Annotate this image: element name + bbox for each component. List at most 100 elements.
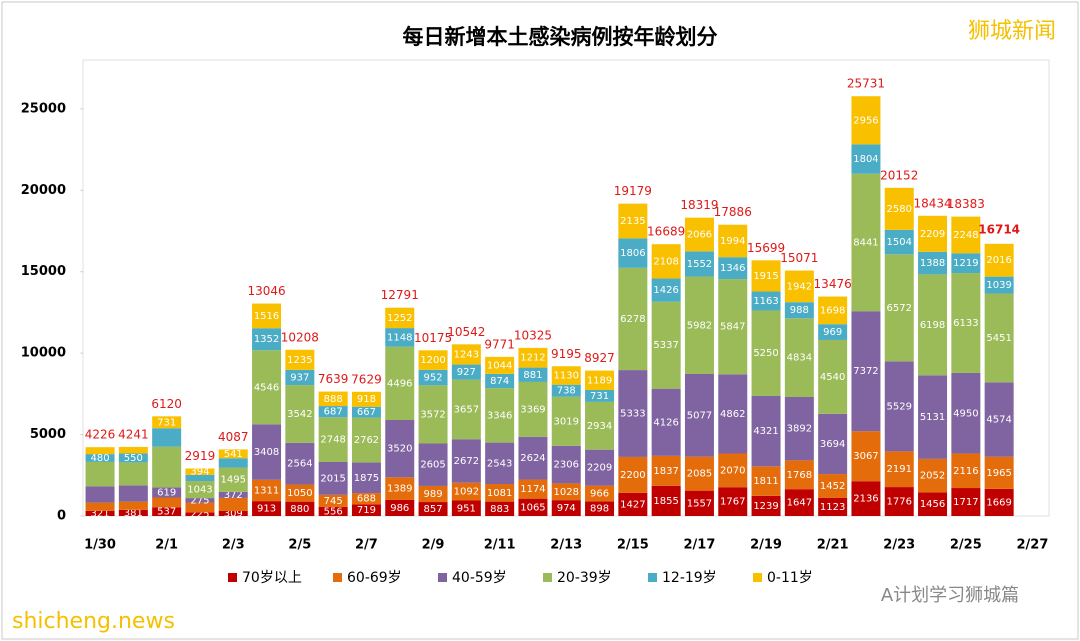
bar-segment (884, 229, 914, 255)
bar-segment (585, 389, 615, 402)
bar-segment (118, 453, 148, 463)
data-label: 667 (357, 407, 376, 418)
bar-segment (118, 462, 148, 486)
bar-segment (485, 373, 515, 389)
bar-segment (684, 217, 714, 252)
bar-segment (318, 391, 348, 407)
bar-segment (218, 491, 248, 498)
data-label: 4496 (387, 378, 412, 389)
bar-segment (551, 483, 581, 501)
data-label: 1806 (620, 248, 645, 259)
bar-segment (718, 374, 748, 454)
bar-segment (684, 374, 714, 457)
data-label: 2135 (620, 216, 645, 227)
bar-segment (984, 488, 1014, 516)
bar-segment (884, 451, 914, 488)
x-tick-label: 2/17 (684, 538, 716, 553)
legend-label: 20-39岁 (557, 570, 612, 586)
bar-segment (951, 372, 981, 454)
legend-swatch (753, 573, 762, 582)
legend-label: 12-19岁 (662, 570, 717, 586)
bar-segment (485, 442, 515, 485)
bar-segment (218, 449, 248, 459)
data-label: 321 (91, 508, 110, 519)
data-label: 2543 (487, 458, 512, 469)
bar-segment (918, 215, 948, 252)
data-label: 3892 (787, 424, 812, 435)
total-label: 13046 (247, 284, 285, 298)
total-label: 10208 (281, 330, 319, 344)
data-label: 4574 (986, 415, 1011, 426)
data-label: 1388 (920, 258, 945, 269)
y-tick-label: 25000 (21, 101, 66, 116)
data-label: 1942 (787, 281, 812, 292)
data-label: 4862 (720, 409, 745, 420)
data-label: 986 (390, 503, 409, 514)
data-label: 1875 (354, 473, 379, 484)
bar-segment (351, 493, 381, 505)
data-label: 1092 (454, 487, 479, 498)
total-label: 2919 (185, 449, 216, 463)
bar-segment (784, 270, 814, 303)
x-tick-label: 2/13 (550, 538, 582, 553)
bar-segment (751, 260, 781, 292)
legend-swatch (228, 573, 237, 582)
bar-segment (618, 238, 648, 268)
bar-segment (185, 512, 215, 516)
total-label: 10542 (447, 325, 485, 339)
bar-segment (285, 501, 315, 516)
bar-segment (252, 424, 282, 480)
data-label: 2564 (287, 459, 312, 470)
bar-segment (385, 328, 415, 347)
bar-segment (551, 500, 581, 516)
bar-segment (518, 381, 548, 437)
data-label: 2624 (520, 453, 545, 464)
bar-segment (551, 445, 581, 484)
bar-segment (451, 482, 481, 501)
total-label: 4087 (218, 430, 249, 444)
bar-segment (85, 486, 115, 503)
data-label: 1426 (653, 285, 678, 296)
data-label: 898 (590, 504, 609, 515)
data-label: 4540 (820, 372, 845, 383)
bar-segment (351, 391, 381, 407)
data-label: 1243 (454, 349, 479, 360)
data-label: 1811 (753, 476, 778, 487)
data-label: 1456 (920, 499, 945, 510)
data-label: 275 (190, 495, 209, 506)
data-label: 880 (290, 504, 309, 515)
data-label: 2956 (853, 115, 878, 126)
data-label: 874 (490, 376, 509, 387)
bar-segment (651, 485, 681, 516)
total-label: 19179 (614, 184, 652, 198)
total-label: 15699 (747, 241, 785, 255)
bar-segment (984, 276, 1014, 294)
data-label: 550 (124, 453, 143, 464)
data-label: 6572 (887, 303, 912, 314)
total-label: 9195 (551, 347, 582, 361)
data-label: 2209 (920, 229, 945, 240)
data-label: 3346 (487, 410, 512, 421)
data-label: 3019 (554, 416, 579, 427)
bar-segment (318, 417, 348, 462)
bar-segment (518, 436, 548, 480)
data-label: 1915 (753, 271, 778, 282)
data-label: 225 (190, 509, 209, 520)
bar-segment (218, 458, 248, 468)
bar-segment (684, 456, 714, 491)
total-label: 12791 (381, 288, 419, 302)
total-label: 20152 (880, 168, 918, 182)
total-label: 16689 (647, 225, 685, 239)
data-label: 888 (324, 394, 343, 405)
bar-segment (118, 446, 148, 454)
data-label: 1163 (753, 296, 778, 307)
data-label: 1212 (520, 353, 545, 364)
bar-segment (851, 173, 881, 312)
y-tick-label: 10000 (21, 346, 66, 361)
bar-segment (585, 401, 615, 450)
x-tick-label: 2/25 (950, 538, 982, 553)
bar-segment (684, 276, 714, 375)
bar-segment (385, 419, 415, 478)
data-label: 3694 (820, 439, 845, 450)
bar-segment (851, 481, 881, 516)
